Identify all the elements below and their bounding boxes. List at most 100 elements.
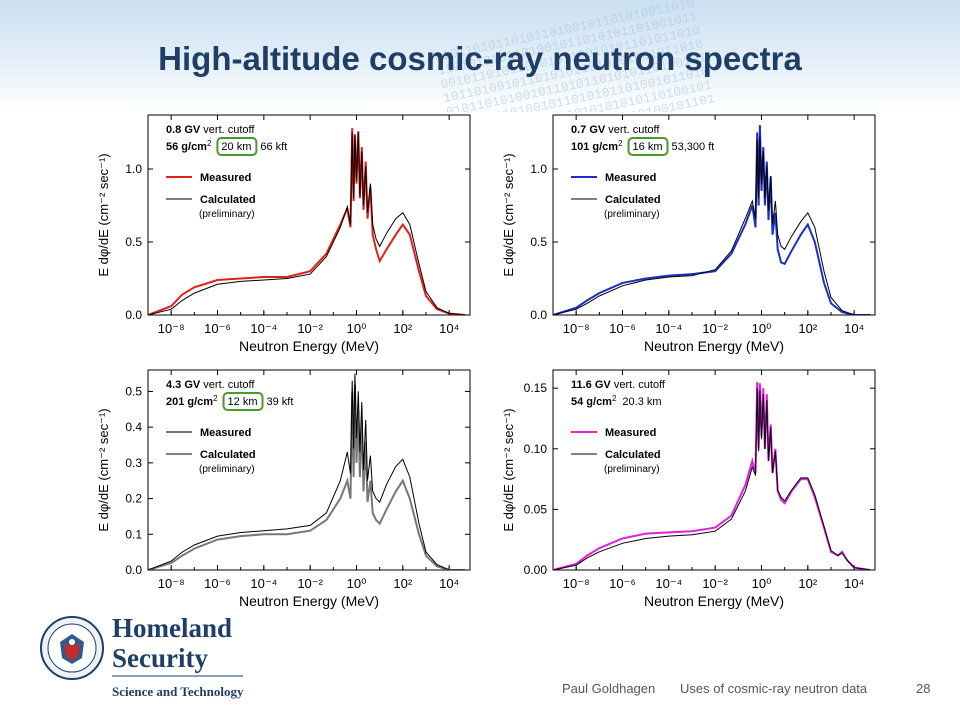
annotation-altitude-circled: 12 km xyxy=(228,396,258,408)
x-tick-label: 10⁻² xyxy=(297,576,323,591)
x-tick-label: 10⁴ xyxy=(439,321,459,336)
series-calculated-line xyxy=(553,136,871,315)
x-tick-label: 10² xyxy=(798,576,817,591)
y-tick-label: 0.05 xyxy=(524,502,548,516)
x-tick-label: 10⁻² xyxy=(297,321,323,336)
series-calculated-line xyxy=(148,373,466,570)
legend-measured-label: Measured xyxy=(605,172,656,184)
x-axis-label: Neutron Energy (MeV) xyxy=(644,338,784,354)
annotation-depth: 54 g/cm2 xyxy=(571,394,617,408)
y-tick-label: 0.2 xyxy=(125,492,142,506)
annotation-altitude-extra: 66 kft xyxy=(260,141,287,153)
legend-measured-label: Measured xyxy=(200,427,251,439)
legend-preliminary-note: (preliminary) xyxy=(604,464,660,475)
x-tick-label: 10⁻⁸ xyxy=(158,321,185,336)
dhs-logo: Homeland Security Science and Technology xyxy=(38,612,258,704)
legend-calculated-label: Calculated xyxy=(200,194,256,206)
plot-frame xyxy=(147,114,471,316)
x-tick-label: 10⁻⁶ xyxy=(204,321,231,336)
chart-panel-top-right: 10⁻⁸ 10⁻⁶ 10⁻⁴ 10⁻² 10⁰ 10² 10⁴ 0.0 0.5 1.0 Neutro… xyxy=(501,114,876,354)
y-axis-label: E dφ/dE (cm⁻² sec⁻¹) xyxy=(96,153,111,276)
logo-line3: Science and Technology xyxy=(112,684,244,699)
logo-line1: Homeland xyxy=(112,613,232,643)
annotation-depth: 56 g/cm2 xyxy=(166,139,212,153)
x-tick-label: 10⁻⁴ xyxy=(250,576,277,591)
x-tick-label: 10⁴ xyxy=(844,576,864,591)
footer: Paul Goldhagen Uses of cosmic-ray neutro… xyxy=(0,681,960,701)
y-tick-label: 1.0 xyxy=(125,162,142,176)
y-tick-label: 0.4 xyxy=(125,420,142,434)
annotation-depth: 201 g/cm2 xyxy=(166,394,218,408)
x-tick-label: 10⁻⁶ xyxy=(204,576,231,591)
y-tick-label: 0.5 xyxy=(125,384,142,398)
x-tick-label: 10⁻⁸ xyxy=(563,321,590,336)
dhs-seal-icon xyxy=(40,616,104,680)
y-tick-label: 0.10 xyxy=(524,442,548,456)
y-tick-label: 0.3 xyxy=(125,456,142,470)
page-number: 28 xyxy=(916,681,931,696)
legend-calculated-label: Calculated xyxy=(605,194,661,206)
y-tick-label: 0.0 xyxy=(125,308,142,322)
chart-panel-bottom-right: 10⁻⁸ 10⁻⁶ 10⁻⁴ 10⁻² 10⁰ 10² 10⁴ 0.00 0.05 0.10 0.1… xyxy=(501,369,876,609)
annotation-cutoff: 0.7 GV vert. cutoff xyxy=(571,124,660,136)
x-axis-label: Neutron Energy (MeV) xyxy=(239,593,379,609)
plot-frame xyxy=(552,114,876,316)
logo-line2: Security xyxy=(112,643,208,673)
annotation-altitude-extra: 53,300 ft xyxy=(672,141,715,153)
x-axis-label: Neutron Energy (MeV) xyxy=(644,593,784,609)
altitude-highlight-box xyxy=(222,392,264,411)
annotation-altitude-circled: 20 km xyxy=(221,141,251,153)
x-tick-label: 10⁻² xyxy=(702,576,728,591)
x-tick-label: 10⁻⁸ xyxy=(563,576,590,591)
annotation-cutoff: 0.8 GV vert. cutoff xyxy=(166,124,255,136)
x-tick-label: 10² xyxy=(798,321,817,336)
x-tick-label: 10² xyxy=(393,321,412,336)
x-tick-label: 10⁰ xyxy=(347,576,367,591)
x-tick-label: 10⁻⁸ xyxy=(158,576,185,591)
y-tick-label: 1.0 xyxy=(530,162,547,176)
annotation-altitude-circled: 16 km xyxy=(633,141,663,153)
x-tick-label: 10⁴ xyxy=(439,576,459,591)
y-axis-label: E dφ/dE (cm⁻² sec⁻¹) xyxy=(501,408,516,531)
legend-measured-label: Measured xyxy=(200,172,251,184)
annotation-altitude-extra: 39 kft xyxy=(267,396,294,408)
x-tick-label: 10⁻⁴ xyxy=(250,321,277,336)
y-tick-label: 0.1 xyxy=(125,527,142,541)
x-tick-label: 10⁻⁶ xyxy=(609,576,636,591)
annotation-altitude-extra: 20.3 km xyxy=(622,396,661,408)
footer-subject: Uses of cosmic-ray neutron data xyxy=(680,681,868,696)
x-tick-label: 10⁻⁶ xyxy=(609,321,636,336)
annotation-cutoff: 11.6 GV vert. cutoff xyxy=(571,379,666,391)
x-tick-label: 10⁻⁴ xyxy=(655,576,682,591)
y-tick-label: 0.0 xyxy=(530,308,547,322)
series-calculated-line xyxy=(148,132,466,315)
footer-author: Paul Goldhagen xyxy=(562,681,656,696)
y-tick-label: 0.0 xyxy=(125,563,142,577)
page-title: High-altitude cosmic-ray neutron spectra xyxy=(158,40,802,77)
legend-preliminary-note: (preliminary) xyxy=(199,464,255,475)
x-axis-label: Neutron Energy (MeV) xyxy=(239,338,379,354)
x-tick-label: 10² xyxy=(393,576,412,591)
x-tick-label: 10⁴ xyxy=(844,321,864,336)
header-band: 0101101011010110100101101010011010 11010… xyxy=(0,0,960,112)
x-tick-label: 10⁻⁴ xyxy=(655,321,682,336)
legend-calculated-label: Calculated xyxy=(605,449,661,461)
x-tick-label: 10⁰ xyxy=(752,321,772,336)
chart-panel-top-left: 10⁻⁸ 10⁻⁶ 10⁻⁴ 10⁻² 10⁰ 10² 10⁴ 0.0 0.5 1.0 Neutro… xyxy=(96,114,471,354)
y-tick-label: 0.00 xyxy=(524,563,548,577)
x-tick-label: 10⁰ xyxy=(347,321,367,336)
legend-measured-label: Measured xyxy=(605,427,656,439)
plot-frame xyxy=(552,369,876,571)
series-measured-line xyxy=(553,382,871,570)
altitude-highlight-box xyxy=(216,137,258,156)
x-tick-label: 10⁰ xyxy=(752,576,772,591)
plot-frame xyxy=(147,369,471,571)
series-measured-line xyxy=(148,384,466,570)
legend-calculated-label: Calculated xyxy=(200,449,256,461)
legend-preliminary-note: (preliminary) xyxy=(604,209,660,220)
y-axis-label: E dφ/dE (cm⁻² sec⁻¹) xyxy=(501,153,516,276)
y-tick-label: 0.5 xyxy=(530,235,547,249)
series-calculated-line xyxy=(553,388,871,570)
y-axis-label: E dφ/dE (cm⁻² sec⁻¹) xyxy=(96,408,111,531)
x-tick-label: 10⁻² xyxy=(702,321,728,336)
